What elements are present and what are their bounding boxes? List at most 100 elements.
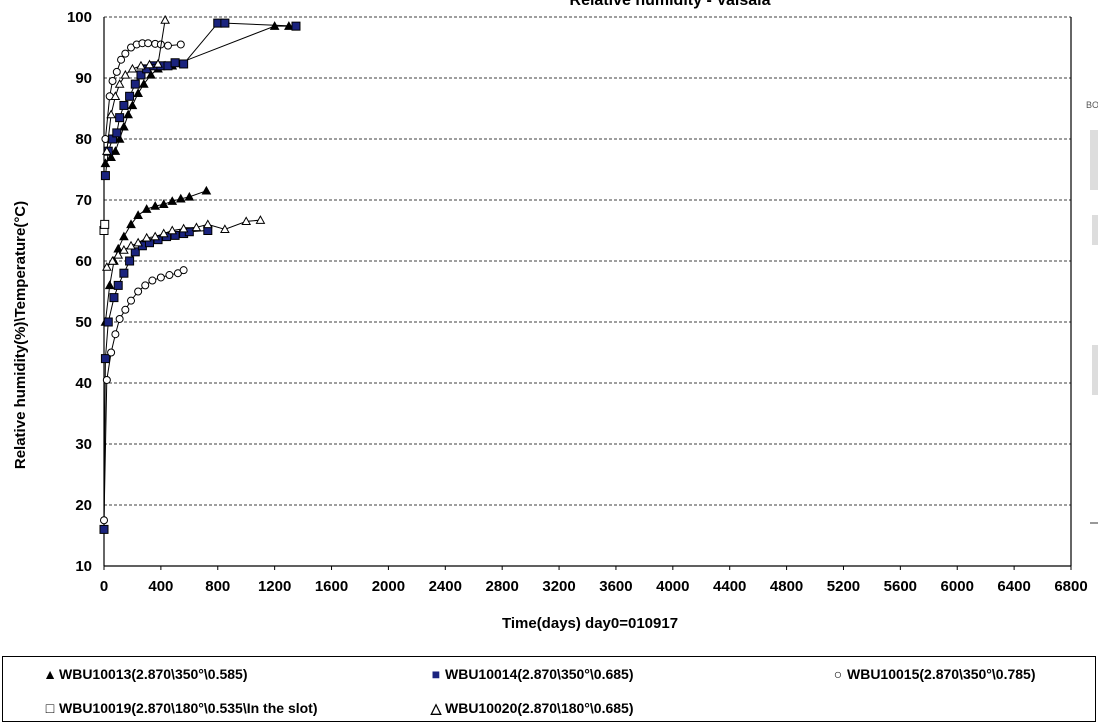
right-edge-decoration: [1092, 215, 1098, 245]
right-edge-decoration: [1090, 522, 1098, 524]
filled-triangle-point: [201, 185, 212, 195]
x-tick-label: 6400: [997, 578, 1030, 595]
filled-triangle-point: [184, 191, 195, 201]
series-group: [99, 15, 301, 534]
filled-square-point: [99, 524, 109, 534]
x-tick-label: 6800: [1054, 578, 1087, 595]
filled-square-icon: ■: [431, 666, 441, 682]
x-tick-label: 3200: [542, 578, 575, 595]
x-tick-label: 6000: [941, 578, 974, 595]
open-triangle-point: [101, 262, 112, 271]
open-triangle-point: [220, 224, 230, 233]
filled-triangle-point: [119, 121, 129, 131]
open-triangle-point: [127, 63, 138, 73]
y-tick-label: 100: [67, 9, 92, 26]
filled-triangle-point: [114, 133, 125, 143]
legend-item: ■ WBU10014(2.870\350°\0.685): [429, 666, 634, 682]
legend-item: ▲ WBU10013(2.870\350°\0.585): [43, 666, 247, 682]
right-edge-fragment: BO: [1086, 100, 1098, 110]
open-triangle-point: [153, 58, 163, 68]
filled-square-point: [179, 59, 189, 69]
open-circle-point: [112, 67, 121, 76]
x-tick-label: 4400: [713, 578, 746, 595]
filled-triangle-point: [158, 199, 169, 208]
filled-square-point: [170, 58, 180, 68]
open-triangle-point: [150, 231, 161, 241]
legend: ▲ WBU10013(2.870\350°\0.585) ■ WBU10014(2.…: [2, 656, 1096, 722]
open-circle-icon: ○: [833, 666, 843, 682]
y-tick-label: 70: [75, 192, 92, 209]
filled-square-point: [112, 128, 122, 138]
open-circle-point: [176, 40, 185, 49]
filled-triangle-point: [146, 69, 156, 79]
open-circle-point: [100, 516, 108, 525]
open-circle-point: [156, 273, 165, 282]
open-circle-point: [121, 49, 130, 58]
legend-item: □ WBU10019(2.870\180°\0.535\In the slot): [43, 700, 318, 716]
y-tick-label: 90: [75, 70, 92, 87]
filled-triangle-point: [133, 210, 143, 219]
gridlines: [104, 16, 1071, 506]
x-tick-label: 4800: [770, 578, 803, 595]
right-edge-decoration: [1090, 130, 1098, 190]
open-triangle-point: [133, 237, 143, 247]
open-circle-point: [148, 276, 157, 285]
open-triangle-point: [101, 146, 112, 155]
legend-label: WBU10014(2.870\350°\0.685): [445, 666, 634, 682]
open-triangle-point: [113, 249, 124, 259]
filled-triangle-point: [175, 193, 186, 203]
filled-triangle-point: [100, 158, 111, 168]
open-triangle-point: [107, 255, 118, 265]
filled-square-point: [136, 70, 146, 80]
open-circle-point: [179, 266, 188, 275]
filled-triangle-point: [127, 100, 138, 110]
open-triangle-point: [191, 222, 202, 232]
open-circle-point: [141, 281, 150, 290]
open-circle-point: [111, 330, 120, 339]
y-tick-label: 50: [75, 314, 92, 331]
open-triangle-point: [141, 232, 152, 242]
open-triangle-point: [110, 91, 121, 100]
filled-triangle-point: [138, 79, 149, 88]
open-circle-point: [101, 135, 110, 143]
filled-square-point: [130, 79, 140, 89]
filled-square-point: [115, 113, 125, 123]
open-triangle-point: [119, 244, 129, 254]
legend-item: △ WBU10020(2.870\180°\0.685): [429, 700, 634, 717]
y-tick-label: 30: [75, 436, 92, 453]
open-triangle-icon: △: [430, 700, 442, 716]
filled-triangle-point: [126, 219, 136, 229]
x-tick-label: 5600: [884, 578, 917, 595]
y-tick-label: 20: [75, 497, 92, 514]
legend-label: WBU10015(2.870\350°\0.785): [847, 666, 1036, 682]
open-circle-point: [163, 41, 172, 50]
x-axis-title: Time(days) day0=010917: [502, 615, 678, 632]
open-circle-point: [107, 348, 116, 357]
x-tick-label: 0: [100, 578, 108, 595]
open-triangle-point: [136, 60, 146, 70]
open-triangle-point: [114, 79, 125, 88]
legend-label: WBU10019(2.870\180°\0.535\In the slot): [59, 700, 318, 716]
filled-triangle-point: [110, 146, 121, 155]
chart-area: Relative humidity - Vaisala 10 20 30 40 50 60…: [12, 0, 1088, 632]
x-tick-label: 3600: [599, 578, 632, 595]
filled-square-point: [103, 317, 113, 327]
open-triangle-point: [120, 69, 131, 79]
filled-triangle-point: [167, 196, 178, 205]
right-edge-decoration: [1092, 345, 1098, 395]
open-circle-point: [165, 271, 174, 280]
filled-square-point: [113, 280, 123, 290]
open-triangle-point: [158, 228, 169, 238]
open-circle-point: [127, 296, 136, 305]
open-circle-point: [117, 55, 126, 64]
filled-square-point: [125, 91, 135, 101]
open-triangle-point: [178, 223, 189, 233]
y-tick-label: 10: [75, 558, 92, 575]
x-tick-label: 1200: [258, 578, 291, 595]
x-tick-label: 1600: [315, 578, 348, 595]
x-tick-label: 800: [205, 578, 230, 595]
series-filled-square: [99, 18, 301, 534]
legend-label: WBU10020(2.870\180°\0.685): [445, 700, 634, 716]
x-tick-label: 4000: [656, 578, 689, 595]
filled-triangle-point: [133, 88, 143, 97]
